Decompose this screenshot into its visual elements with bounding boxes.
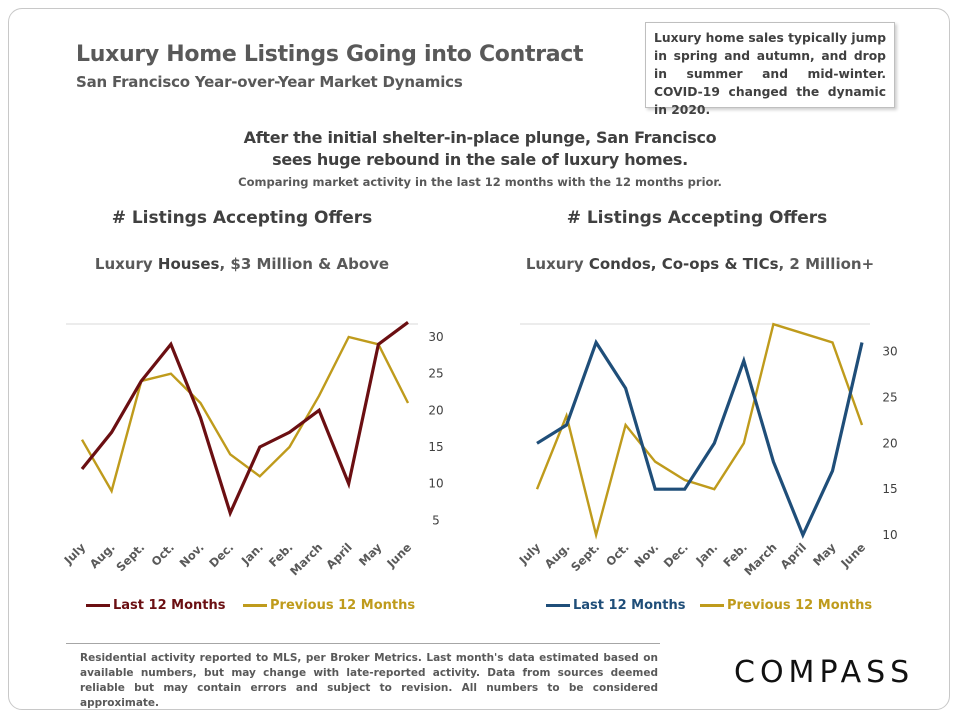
condos-subtitle-part-2: Condos, Co-ops & TICs (588, 255, 779, 273)
houses-series-line-previous-12-months (80, 335, 410, 495)
condos-y-tick-label: 30 (882, 345, 897, 359)
condos-legend-previous-label: Previous 12 Months (727, 598, 873, 613)
condos-y-tick-label: 20 (882, 436, 897, 450)
condos-y-tick-label: 10 (882, 528, 897, 542)
condos-chart-title: # Listings Accepting Offers (566, 208, 828, 228)
houses-x-tick-label: Aug. (87, 540, 118, 571)
headline-line-3: Comparing market activity in the last 12… (238, 175, 722, 189)
houses-x-tick-label: Oct. (148, 540, 177, 569)
houses-y-tick-label: 30 (428, 330, 443, 344)
condos-subtitle-part-1: Luxury (525, 255, 589, 273)
condos-x-tick-label: Aug. (542, 540, 573, 571)
compass-logo: COMPASS (734, 655, 915, 690)
legend-swatch (546, 604, 570, 607)
condos-x-tick-label: Dec. (661, 540, 691, 570)
houses-y-tick-label: 15 (428, 440, 443, 454)
houses-legend-previous-label: Previous 12 Months (270, 598, 416, 613)
houses-x-tick-label: July (61, 540, 89, 568)
condos-x-tick-label: Jan. (692, 540, 720, 568)
condos-subtitle-part-3: , 2 Million+ (778, 255, 875, 273)
houses-x-tick-label: March (287, 540, 325, 578)
condos-legend-last: Last 12 Months (546, 598, 685, 613)
houses-y-tick-label: 5 (432, 513, 440, 527)
houses-x-tick-label: Jan. (238, 540, 266, 568)
condos-x-tick-label: Oct. (603, 540, 632, 569)
condos-chart-subtitle: Luxury Condos, Co-ops & TICs, 2 Million+ (500, 255, 900, 273)
houses-x-tick-label: Dec. (206, 540, 236, 570)
houses-series-line-last-12-months (80, 321, 409, 518)
houses-x-tick-label: June (383, 540, 414, 571)
houses-legend-last-label: Last 12 Months (113, 598, 226, 613)
houses-legend-last: Last 12 Months (86, 598, 225, 613)
condos-y-tick-label: 25 (882, 391, 897, 405)
condos-series-line-previous-12-months (535, 322, 864, 540)
houses-x-tick-label: Sept. (113, 540, 147, 574)
houses-subtitle-part-3: , $3 Million & Above (219, 255, 390, 273)
condos-legend-previous: Previous 12 Months (700, 598, 872, 613)
houses-x-tick-label: Nov. (177, 540, 207, 570)
houses-chart-title: # Listings Accepting Offers (111, 208, 373, 228)
houses-x-tick-label: April (323, 540, 355, 572)
headline-line-2: sees huge rebound in the sale of luxury … (272, 150, 688, 169)
houses-y-tick-label: 10 (428, 477, 443, 491)
note-box: Luxury home sales typically jump in spri… (645, 22, 895, 117)
houses-subtitle-part-2: Houses (157, 255, 220, 273)
condos-x-tick-label: April (777, 540, 809, 572)
condos-x-tick-label: May (810, 540, 839, 569)
houses-x-tick-label: May (356, 540, 385, 569)
legend-swatch (243, 604, 267, 607)
footer-disclaimer: Residential activity reported to MLS, pe… (80, 652, 658, 709)
condos-x-tick-label: Nov. (631, 540, 661, 570)
condos-x-tick-label: Sept. (568, 540, 602, 574)
condos-legend-last-label: Last 12 Months (573, 598, 686, 613)
slide-frame (8, 8, 950, 710)
condos-x-tick-label: July (516, 540, 544, 568)
houses-subtitle-part-1: Luxury (94, 255, 158, 273)
condos-x-tick-label: March (741, 540, 779, 578)
page-subtitle: San Francisco Year-over-Year Market Dyna… (76, 73, 463, 91)
footer-divider (66, 643, 660, 644)
legend-swatch (700, 604, 724, 607)
houses-chart-subtitle: Luxury Houses, $3 Million & Above (42, 255, 442, 273)
houses-y-tick-label: 25 (428, 367, 443, 381)
condos-x-tick-label: June (837, 540, 868, 571)
condos-y-tick-label: 15 (882, 482, 897, 496)
legend-swatch (86, 604, 110, 607)
headline-line-1: After the initial shelter-in-place plung… (243, 128, 717, 147)
houses-y-tick-label: 20 (428, 403, 443, 417)
houses-legend-previous: Previous 12 Months (243, 598, 415, 613)
condos-series-line-last-12-months (536, 338, 864, 540)
page-title: Luxury Home Listings Going into Contract (76, 42, 584, 67)
